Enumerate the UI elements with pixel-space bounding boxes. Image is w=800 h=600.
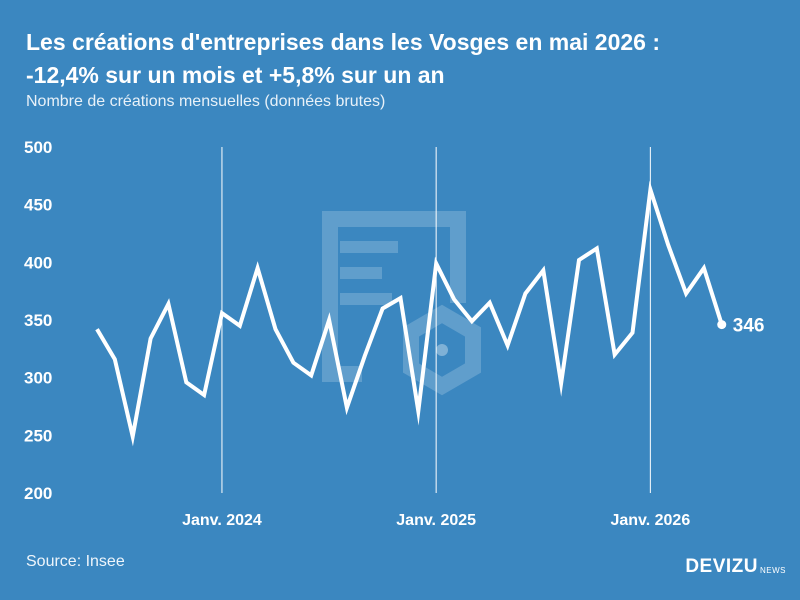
last-value-label: 346 [733, 316, 765, 337]
chart-title: Les créations d'entreprises dans les Vos… [26, 26, 786, 92]
brand-name: DEVIZU [685, 556, 758, 577]
y-tick-label: 300 [24, 369, 52, 388]
source-note: Source: Insee [26, 553, 125, 570]
series-line [95, 180, 724, 447]
y-tick-label: 200 [24, 484, 52, 503]
y-tick-label: 500 [24, 138, 52, 157]
chart-title-line-2: -12,4% sur un mois et +5,8% sur un an [26, 62, 445, 88]
x-tick-label: Janv. 2026 [610, 512, 690, 529]
y-tick-label: 450 [24, 196, 52, 215]
last-value-point [717, 320, 727, 330]
y-tick-label: 350 [24, 311, 52, 330]
y-tick-label: 250 [24, 426, 52, 445]
brand-sub: NEWS [760, 566, 786, 575]
x-tick-label: Janv. 2024 [182, 512, 262, 529]
x-tick-label: Janv. 2025 [396, 512, 476, 529]
chart-title-line-1: Les créations d'entreprises dans les Vos… [26, 29, 660, 55]
y-tick-label: 400 [24, 253, 52, 272]
brand-logo: DEVIZU NEWS [685, 557, 786, 576]
chart-subtitle: Nombre de créations mensuelles (données … [26, 93, 386, 110]
